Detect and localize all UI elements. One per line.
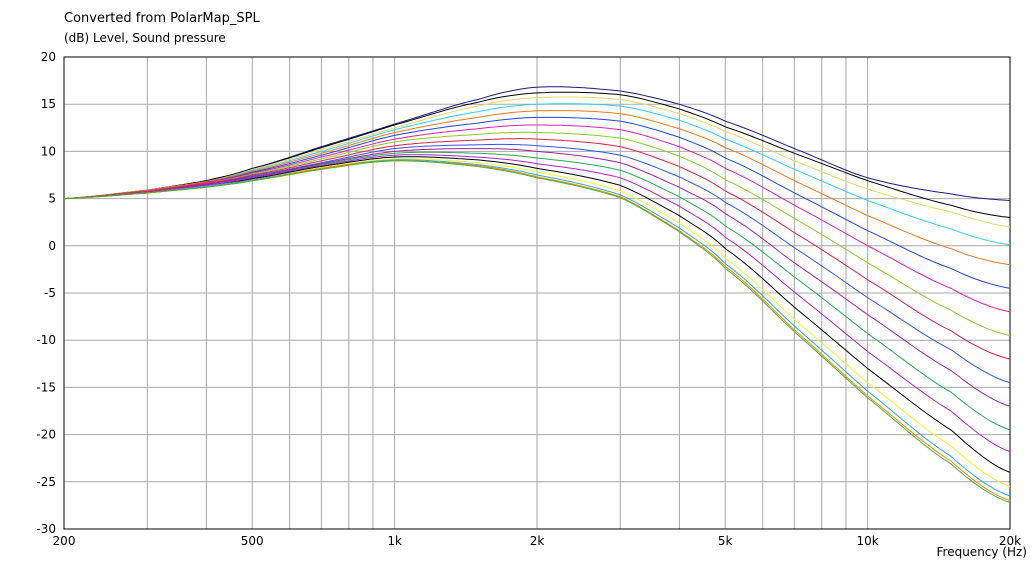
x-tick-label: 20k xyxy=(999,534,1021,548)
x-tick-label: 2k xyxy=(530,534,545,548)
x-tick-label: 500 xyxy=(241,534,264,548)
y-tick-label: -15 xyxy=(36,380,56,394)
y-tick-label: 5 xyxy=(48,192,56,206)
series-line-18 xyxy=(63,160,1011,504)
chart-title: Converted from PolarMap_SPL xyxy=(64,11,260,26)
y-tick-label: 10 xyxy=(41,144,56,158)
x-tick-label: 200 xyxy=(53,534,76,548)
x-tick-label: 1k xyxy=(387,534,402,548)
y-tick-label: -25 xyxy=(36,475,56,489)
plot-frame xyxy=(63,56,1011,530)
y-tick-label: -30 xyxy=(36,522,56,536)
series-line-7 xyxy=(63,124,1011,313)
y-tick-label: 15 xyxy=(41,97,56,111)
series-line-13 xyxy=(63,154,1011,453)
y-tick-label: 0 xyxy=(48,239,56,253)
series-line-9 xyxy=(63,138,1011,360)
x-tick-label: 5k xyxy=(718,534,733,548)
y-tick-label: -10 xyxy=(36,333,56,347)
series-line-5 xyxy=(63,110,1011,266)
series-line-16 xyxy=(63,159,1011,497)
x-tick-label: 10k xyxy=(857,534,879,548)
series-line-2 xyxy=(63,91,1011,218)
series-line-11 xyxy=(63,148,1011,407)
x-axis-label: Frequency (Hz) xyxy=(936,545,1028,559)
y-tick-label: 20 xyxy=(41,50,56,64)
y-tick-label: -5 xyxy=(44,286,56,300)
y-axis-label: (dB) Level, Sound pressure xyxy=(64,31,226,45)
y-tick-label: -20 xyxy=(36,428,56,442)
